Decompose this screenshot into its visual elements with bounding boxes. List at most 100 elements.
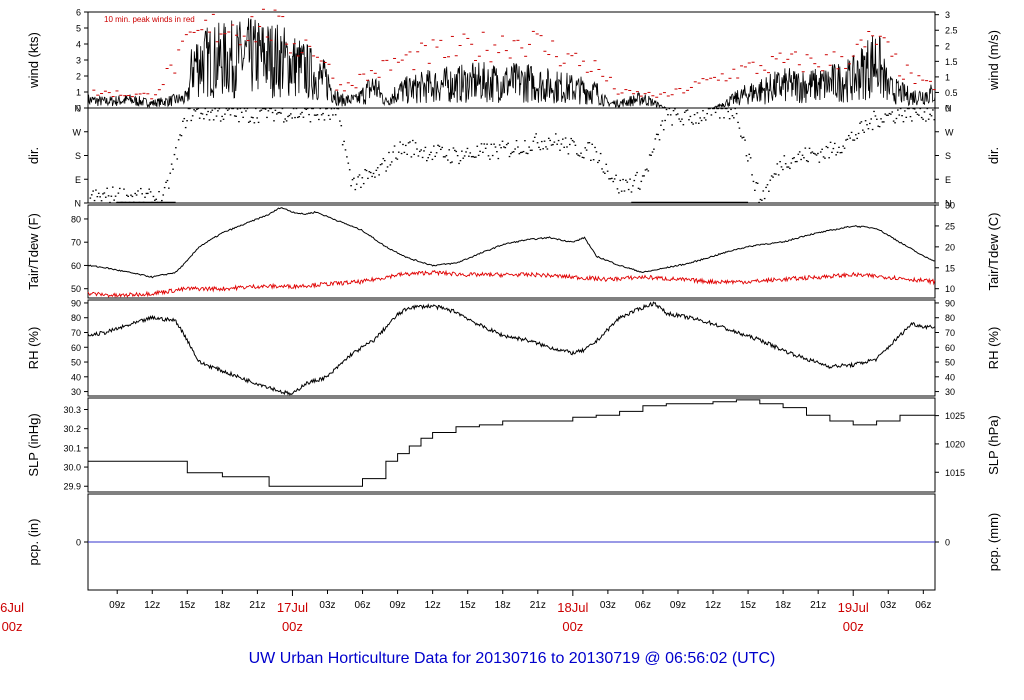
x-tick-label: 03z [600, 600, 616, 611]
tick-label-right-rh: 70 [945, 328, 955, 338]
x-tick-label: 03z [319, 600, 335, 611]
tick-label-left-wind: 6 [76, 8, 81, 18]
tick-label-right-dir: N [945, 199, 952, 209]
tick-label-left-wind: 4 [76, 40, 81, 50]
chart-title: UW Urban Horticulture Data for 20130716 … [248, 650, 776, 667]
tick-label-left-rh: 70 [71, 328, 81, 338]
x-tick-label: 12z [425, 600, 441, 611]
x-day-label-z: 00z [2, 619, 23, 634]
panel-frame-slp [87, 397, 936, 493]
x-day-label: 19Jul [838, 600, 869, 615]
x-tick-label: 06z [915, 600, 931, 611]
tick-label-left-rh: 90 [71, 298, 81, 308]
chart-canvas: wind (kts) wind (m/s)012345600.511.522.53… [0, 8, 1001, 635]
tick-label-right-dir: W [945, 127, 954, 137]
series-tair [87, 207, 936, 279]
tick-label-left-slp: 30.2 [63, 424, 81, 434]
x-tick-label: 06z [635, 600, 651, 611]
x-tick-label: 21z [249, 600, 265, 611]
tick-label-left-wind: 2 [76, 72, 81, 82]
tick-label-right-wind: 0 [945, 104, 950, 114]
tick-label-left-wind: 0 [76, 104, 81, 114]
x-day-label: 18Jul [557, 600, 588, 615]
tick-label-left-rh: 80 [71, 313, 81, 323]
tick-label-left-slp: 30.3 [63, 405, 81, 415]
series-tdew [87, 269, 936, 298]
tick-label-right-rh: 60 [945, 343, 955, 353]
tick-label-right-wind: 1.5 [945, 57, 958, 67]
tick-label-right-rh: 90 [945, 298, 955, 308]
tick-label-left-wind: 5 [76, 24, 81, 34]
x-day-label-z: 00z [282, 619, 303, 634]
ylabel-right-pcp: pcp. (mm) [986, 513, 1001, 572]
tick-label-left-rh: 40 [71, 372, 81, 382]
panel-frame-rh [87, 299, 936, 397]
panel-frame-temp [87, 204, 936, 299]
x-tick-label: 06z [354, 600, 370, 611]
x-tick-label: 15z [179, 600, 195, 611]
tick-label-right-rh: 80 [945, 313, 955, 323]
x-tick-label: 18z [775, 600, 791, 611]
x-day-label: 6Jul [0, 600, 24, 615]
ylabel-left-slp: SLP (inHg) [26, 413, 41, 476]
tick-label-left-slp: 29.9 [63, 482, 81, 492]
tick-label-right-temp: 30 [945, 201, 955, 211]
tick-label-left-dir: E [75, 175, 81, 185]
tick-label-left-rh: 60 [71, 343, 81, 353]
series-wind-speed [87, 18, 936, 109]
x-tick-label: 18z [495, 600, 511, 611]
ylabel-right-slp: SLP (hPa) [986, 415, 1001, 475]
ylabel-left-temp: Tair/Tdew (F) [26, 213, 41, 290]
tick-label-right-rh: 50 [945, 358, 955, 368]
ylabel-left-pcp: pcp. (in) [26, 519, 41, 566]
ylabel-right-temp: Tair/Tdew (C) [986, 212, 1001, 290]
tick-label-right-wind: 2 [945, 41, 950, 51]
x-tick-label: 12z [705, 600, 721, 611]
tick-label-right-dir: S [945, 151, 951, 161]
x-day-label-z: 00z [562, 619, 583, 634]
ylabel-left-rh: RH (%) [26, 327, 41, 370]
x-tick-label: 21z [810, 600, 826, 611]
tick-label-right-dir: E [945, 175, 951, 185]
tick-label-right-rh: 40 [945, 372, 955, 382]
x-tick-label: 18z [214, 600, 230, 611]
tick-label-left-slp: 30.0 [63, 463, 81, 473]
x-tick-label: 15z [460, 600, 476, 611]
tick-label-left-dir: S [75, 151, 81, 161]
tick-label-right-pcp: 0 [945, 538, 950, 548]
tick-label-right-wind: 3 [945, 10, 950, 20]
tick-label-left-wind: 1 [76, 88, 81, 98]
series-rh [87, 301, 936, 396]
tick-label-left-temp: 80 [71, 214, 81, 224]
x-tick-label: 15z [740, 600, 756, 611]
tick-label-left-slp: 30.1 [63, 443, 81, 453]
tick-label-right-temp: 10 [945, 284, 955, 294]
x-tick-label: 12z [144, 600, 160, 611]
tick-label-right-wind: 0.5 [945, 88, 958, 98]
chart-annotation: 10 min. peak winds in red [104, 15, 195, 24]
tick-label-right-slp: 1025 [945, 411, 965, 421]
x-tick-label: 21z [530, 600, 546, 611]
x-tick-label: 09z [670, 600, 686, 611]
x-tick-label: 09z [390, 600, 406, 611]
tick-label-right-temp: 15 [945, 263, 955, 273]
tick-label-right-slp: 1020 [945, 439, 965, 449]
tick-label-right-dir: N [945, 104, 952, 114]
tick-label-left-temp: 50 [71, 284, 81, 294]
tick-label-left-rh: 30 [71, 387, 81, 397]
tick-label-right-temp: 20 [945, 242, 955, 252]
ylabel-left-dir: dir. [26, 147, 41, 164]
ylabel-left-wind: wind (kts) [26, 32, 41, 89]
tick-label-left-temp: 60 [71, 261, 81, 271]
tick-label-left-dir: W [73, 127, 82, 137]
ylabel-right-wind: wind (m/s) [986, 30, 1001, 91]
x-tick-label: 09z [109, 600, 125, 611]
series-slp [88, 399, 935, 487]
tick-label-right-rh: 30 [945, 387, 955, 397]
x-tick-label: 03z [880, 600, 896, 611]
ylabel-right-dir: dir. [986, 147, 1001, 164]
tick-label-right-temp: 25 [945, 221, 955, 231]
tick-label-left-rh: 50 [71, 358, 81, 368]
tick-label-left-dir: N [75, 104, 82, 114]
tick-label-right-slp: 1015 [945, 468, 965, 478]
